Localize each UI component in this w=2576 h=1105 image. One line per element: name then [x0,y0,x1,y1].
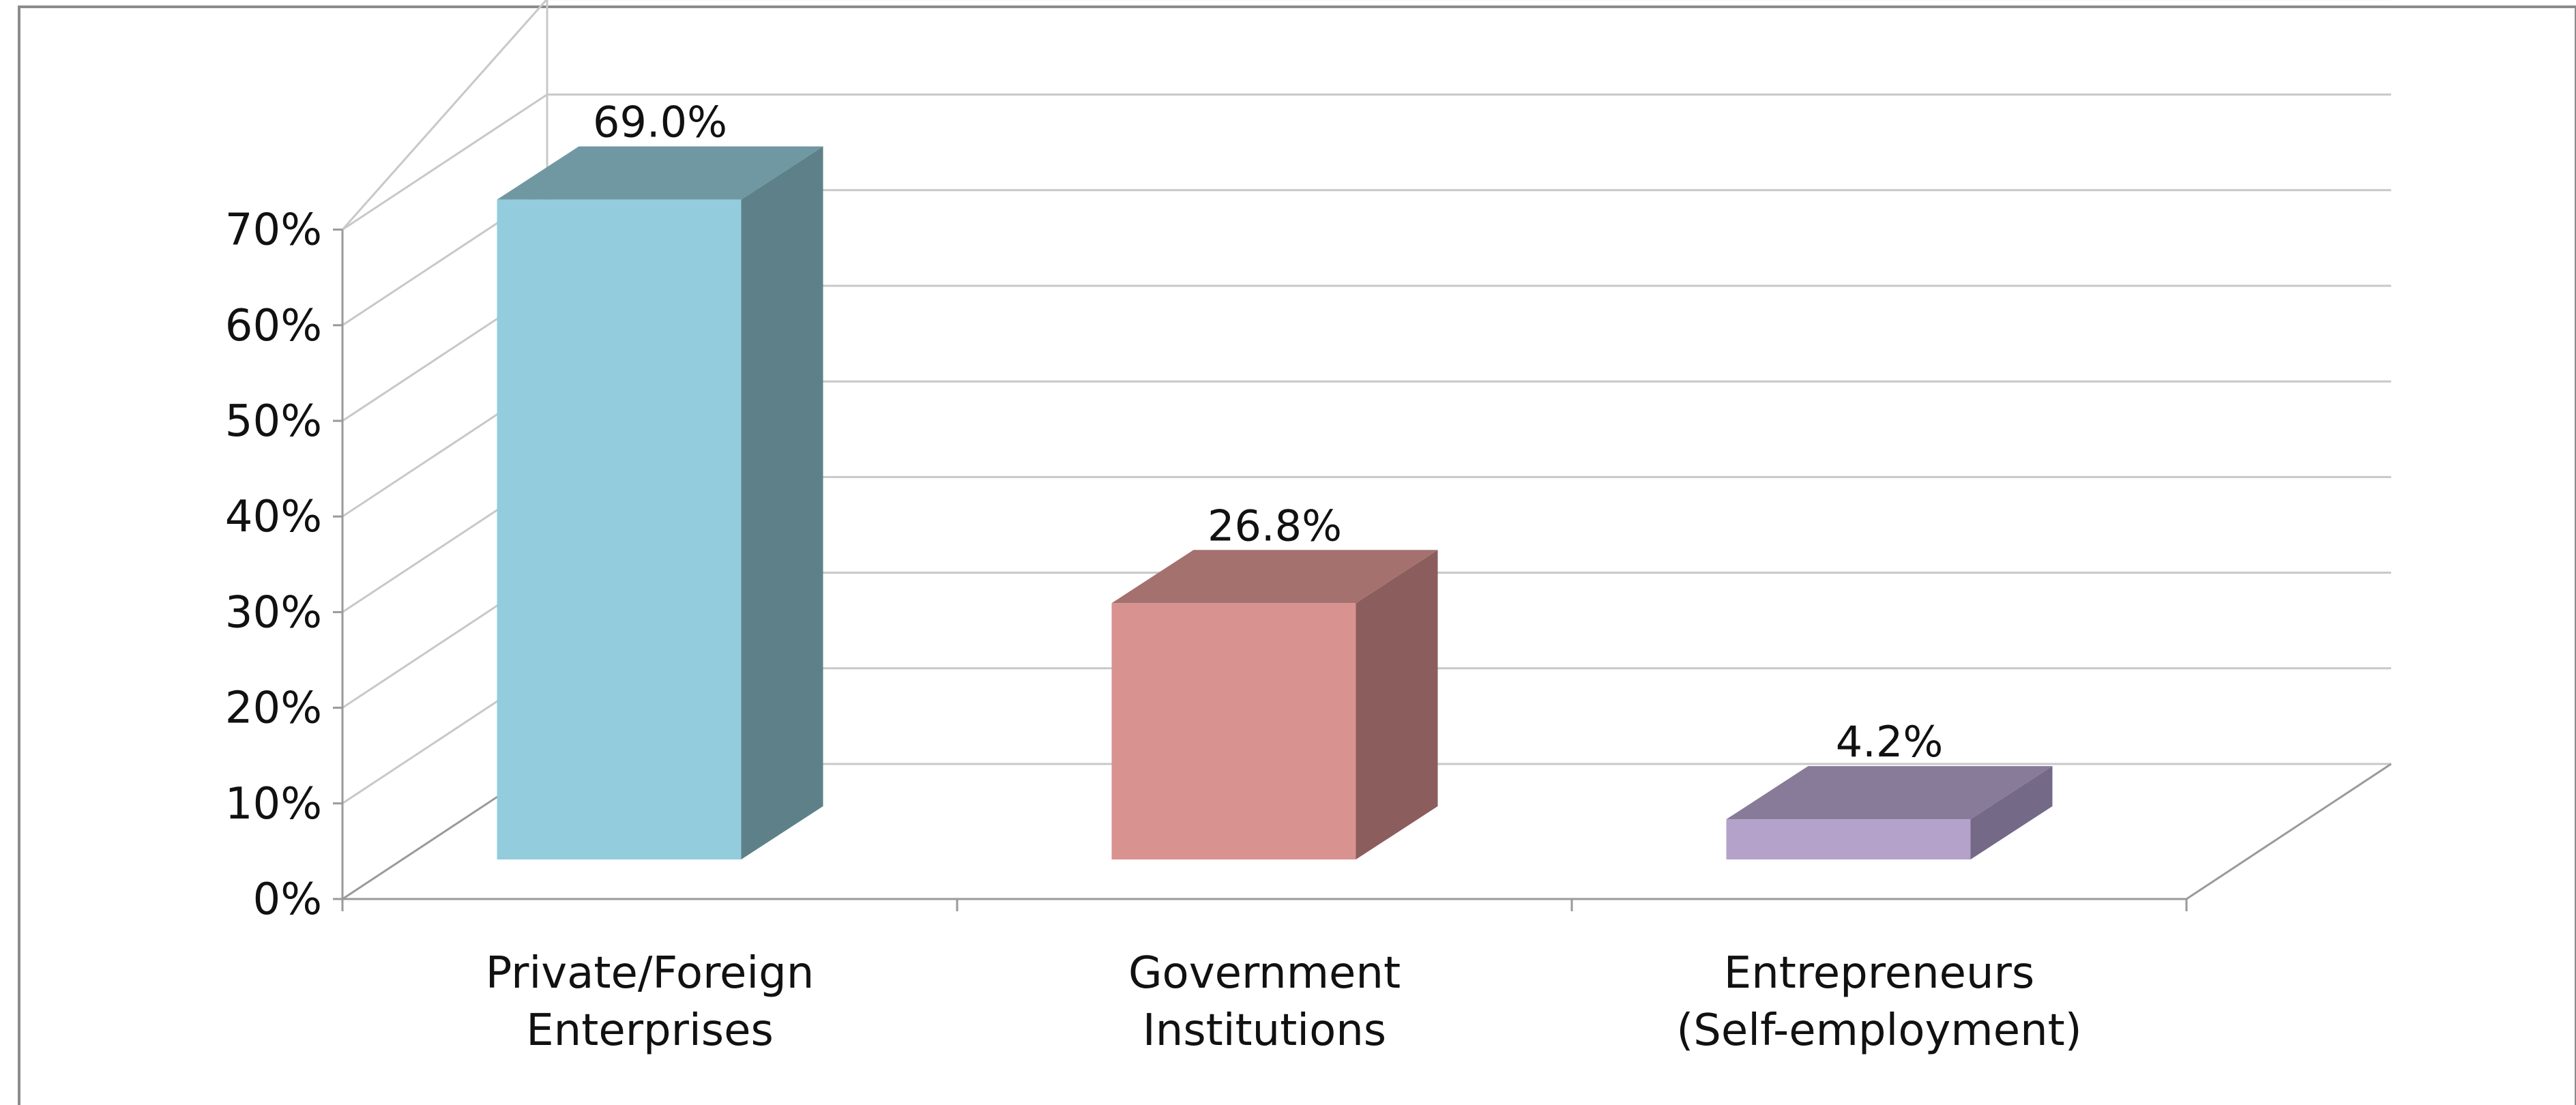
y-tick-label: 40% [225,492,322,542]
data-label: 26.8% [1208,501,1342,550]
y-tick-label: 0% [252,874,322,925]
y-tick-label: 70% [225,205,322,256]
data-label: 69.0% [593,98,727,147]
bar-front [1726,819,1971,859]
bars: 69.0% 26.8% 4.2% [497,98,2053,859]
x-category-label-line: Private/Foreign [486,948,815,999]
bar-side [741,146,823,859]
side-gridline [342,93,548,231]
y-tick-label: 60% [225,301,322,351]
y-axis-ticks: 0% 10% 20% 30% 40% 50% 60% 70% [225,205,342,925]
y-tick-label: 10% [225,779,322,829]
bar-side [1356,550,1438,859]
bar-front [1111,603,1356,859]
bar-top [1111,550,1438,604]
y-tick-label: 50% [225,396,322,447]
bar: 4.2% [1726,717,2053,859]
bar-front [497,199,742,859]
y-tick-label: 30% [225,587,322,638]
x-category-label: Entrepreneurs (Self-employment) [1676,948,2081,1056]
side-gridline-top [341,0,548,231]
x-category-label: Private/Foreign Enterprises [486,948,815,1056]
floor-right-edge [2186,763,2392,900]
data-label: 4.2% [1836,717,1944,767]
x-category-label-line: Entrepreneurs [1724,948,2034,999]
x-category-label-line: Enterprises [526,1005,774,1056]
x-category-label: Government Institutions [1128,948,1401,1056]
x-category-label-line: Government [1128,948,1401,999]
bar-top [1726,766,2053,820]
y-tick-label: 20% [225,683,322,734]
bar: 69.0% [497,98,823,859]
bar: 26.8% [1111,501,1438,859]
x-axis-labels: Private/Foreign Enterprises Government Inst… [486,948,2082,1056]
x-category-label-line: (Self-employment) [1676,1005,2081,1056]
x-category-label-line: Institutions [1143,1005,1386,1056]
bar-side [1970,766,2053,859]
bar-top [497,146,823,200]
